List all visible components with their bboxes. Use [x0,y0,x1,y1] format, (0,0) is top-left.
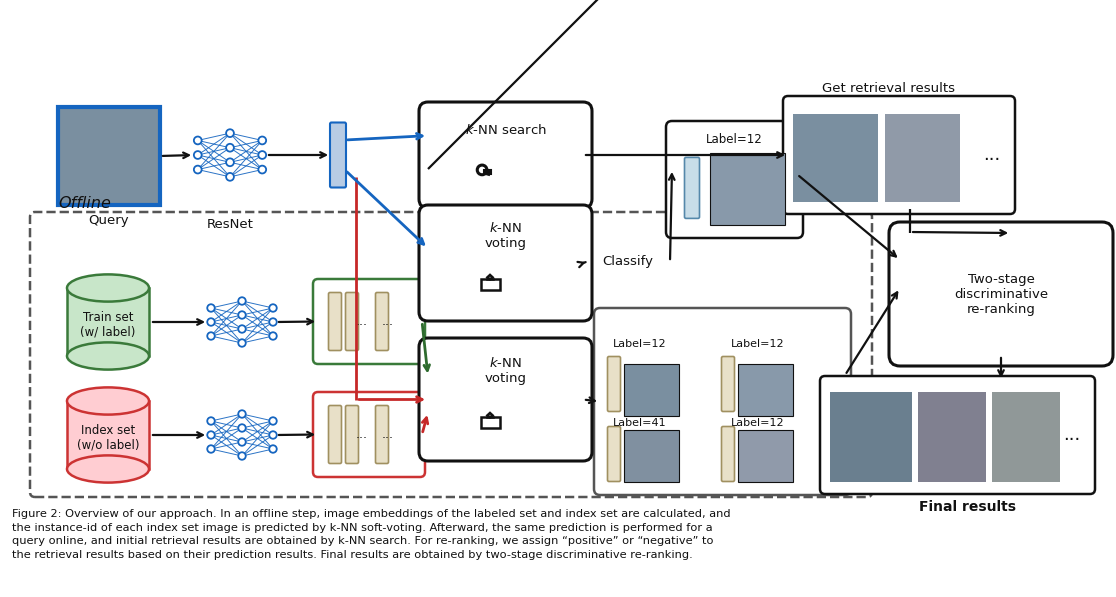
Circle shape [208,445,214,453]
Circle shape [227,144,234,152]
Circle shape [227,158,234,166]
Bar [710,153,785,225]
Circle shape [208,333,214,340]
Text: ...: ... [356,315,368,328]
Text: Label=12: Label=12 [731,339,785,349]
Circle shape [194,137,202,144]
FancyBboxPatch shape [418,102,591,208]
Circle shape [227,173,234,181]
Circle shape [238,410,246,418]
FancyBboxPatch shape [375,293,388,350]
Circle shape [269,318,277,326]
Text: $k$-NN
voting: $k$-NN voting [484,221,527,250]
Ellipse shape [67,275,150,301]
FancyBboxPatch shape [328,293,341,350]
Text: Label=12: Label=12 [613,339,667,349]
Circle shape [208,304,214,312]
Polygon shape [488,413,492,417]
FancyBboxPatch shape [666,121,804,238]
Circle shape [208,417,214,424]
Bar [624,430,679,482]
Circle shape [238,438,246,446]
Circle shape [258,165,266,174]
Polygon shape [488,275,492,279]
Circle shape [194,165,202,174]
Text: $k$-NN
voting: $k$-NN voting [484,356,527,384]
Text: Index set
(w/o label): Index set (w/o label) [77,424,140,452]
Bar [885,114,960,202]
Text: Figure 2: Overview of our approach. In an offline step, image embeddings of the : Figure 2: Overview of our approach. In a… [12,509,731,560]
Text: Get retrieval results: Get retrieval results [822,82,955,96]
Circle shape [227,130,234,137]
Circle shape [208,431,214,439]
Bar [624,364,679,416]
Text: ...: ... [983,146,1001,164]
Circle shape [269,431,277,439]
FancyBboxPatch shape [783,96,1014,214]
Bar [992,392,1060,482]
FancyBboxPatch shape [722,356,734,411]
Text: ...: ... [356,428,368,441]
Ellipse shape [67,456,150,482]
FancyBboxPatch shape [328,405,341,463]
Circle shape [269,304,277,312]
Bar [918,392,987,482]
Text: Label=12: Label=12 [731,417,785,427]
FancyBboxPatch shape [607,426,620,482]
Circle shape [238,453,246,460]
FancyBboxPatch shape [346,405,358,463]
Circle shape [269,333,277,340]
Bar [738,430,793,482]
FancyBboxPatch shape [346,293,358,350]
Circle shape [208,318,214,326]
Text: Label=12: Label=12 [706,134,763,146]
Text: ResNet: ResNet [206,219,253,232]
Circle shape [269,417,277,424]
Circle shape [238,297,246,304]
Ellipse shape [67,343,150,370]
Text: ...: ... [382,428,394,441]
Text: Label=41: Label=41 [613,417,667,427]
FancyBboxPatch shape [820,376,1095,494]
Circle shape [238,311,246,319]
Circle shape [269,445,277,453]
Bar [793,114,878,202]
Text: Classify: Classify [603,256,654,269]
Circle shape [238,424,246,432]
FancyBboxPatch shape [889,222,1113,366]
FancyBboxPatch shape [330,122,346,187]
Text: Train set
(w/ label): Train set (w/ label) [80,311,136,339]
Text: ...: ... [1064,426,1080,444]
FancyBboxPatch shape [375,405,388,463]
FancyBboxPatch shape [594,308,852,495]
FancyBboxPatch shape [312,392,425,477]
Text: ...: ... [382,315,394,328]
Circle shape [258,137,266,144]
FancyBboxPatch shape [312,279,425,364]
Bar [481,279,500,290]
Bar [830,392,912,482]
Bar [67,288,150,356]
Circle shape [194,151,202,159]
Text: $k$-NN search: $k$-NN search [464,124,547,137]
Ellipse shape [67,387,150,414]
Circle shape [238,339,246,347]
FancyBboxPatch shape [418,338,591,461]
FancyBboxPatch shape [607,356,620,411]
FancyBboxPatch shape [684,158,700,219]
Bar [738,364,793,416]
Bar [481,417,500,428]
Text: Two-stage
discriminative
re-ranking: Two-stage discriminative re-ranking [954,272,1048,315]
FancyBboxPatch shape [722,426,734,482]
FancyBboxPatch shape [418,205,591,321]
Bar [67,401,150,469]
Text: Final results: Final results [918,500,1016,514]
Circle shape [258,151,266,159]
Text: Query: Query [88,214,129,227]
Circle shape [238,325,246,333]
Text: Offline: Offline [58,196,110,211]
Bar [58,107,160,205]
